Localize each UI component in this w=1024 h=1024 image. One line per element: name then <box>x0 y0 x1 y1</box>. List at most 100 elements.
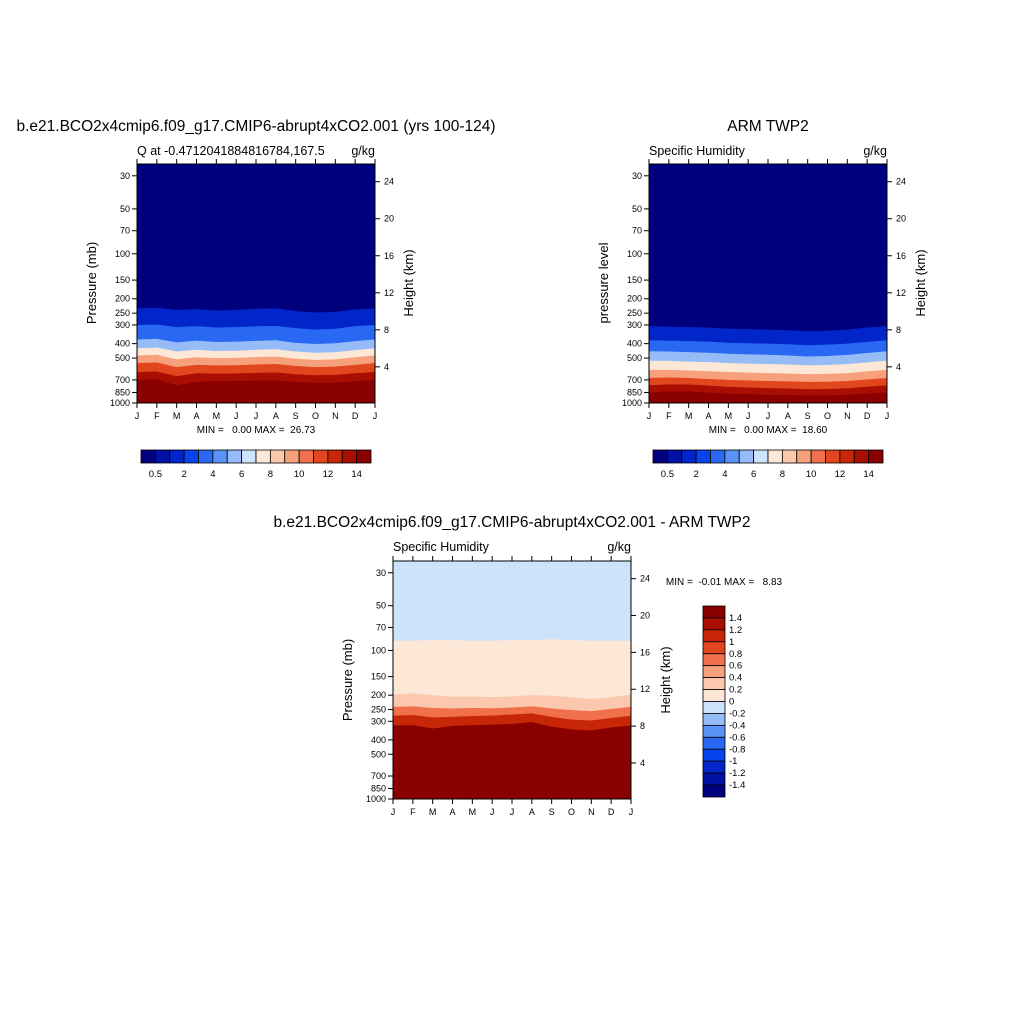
colorbar-label: -0.6 <box>729 732 745 743</box>
y-tick-label: 850 <box>371 784 386 794</box>
colorbar-label: 12 <box>323 469 334 480</box>
x-tick-label: S <box>549 807 555 817</box>
y-tick-label: 30 <box>376 568 386 578</box>
y-tick-label: 700 <box>115 375 130 385</box>
x-tick-label: A <box>273 411 279 421</box>
y-tick-label: 700 <box>371 771 386 781</box>
colorbar-label: 1.2 <box>729 625 742 636</box>
colorbar-swatch <box>796 449 812 464</box>
colorbar-swatch <box>241 449 257 464</box>
colorbar-swatch <box>284 449 300 464</box>
colorbar-swatch <box>781 449 798 464</box>
colorbar-label: 0.5 <box>149 469 162 480</box>
colorbar-swatch <box>169 449 185 464</box>
y-tick-label: 250 <box>371 705 386 715</box>
colorbar-swatch <box>702 736 726 750</box>
colorbar-swatch <box>702 653 726 667</box>
y-tick-label: 250 <box>115 308 130 318</box>
colorbar-swatch <box>853 449 870 464</box>
x-tick-label: N <box>332 411 339 421</box>
x-tick-label: O <box>824 411 831 421</box>
y-tick-label: 400 <box>115 339 130 349</box>
colorbar-label: 2 <box>693 469 698 480</box>
x-tick-label: M <box>685 411 693 421</box>
colorbar-swatch <box>695 449 711 464</box>
panel-obs-subtitle-left: Specific Humidity <box>649 144 746 158</box>
colorbar-label: 0.8 <box>729 649 742 660</box>
colorbar-label: 0.2 <box>729 685 742 696</box>
y-tick-label: 50 <box>376 601 386 611</box>
y-tick-right-label: 4 <box>640 758 645 768</box>
y-tick-right-label: 16 <box>896 251 906 261</box>
panel-model-title: b.e21.BCO2x4cmip6.f09_g17.CMIP6-abrupt4x… <box>16 118 495 135</box>
colorbar-swatch <box>183 449 199 464</box>
colorbar-label: -0.4 <box>729 720 745 731</box>
y-tick-right-label: 12 <box>896 288 906 298</box>
x-tick-label: J <box>647 411 652 421</box>
x-tick-label: O <box>568 807 575 817</box>
y-tick-label: 30 <box>632 171 642 181</box>
y-tick-right-label: 16 <box>640 647 650 657</box>
panel-model-ylabel: Pressure (mb) <box>84 242 99 324</box>
colorbar-swatch <box>702 665 726 679</box>
panel-obs-title: ARM TWP2 <box>727 118 809 135</box>
contour-layer-d-1-4 <box>393 722 631 799</box>
y-tick-label: 500 <box>627 353 642 363</box>
colorbar-swatch <box>255 449 271 464</box>
y-tick-label: 850 <box>115 387 130 397</box>
panel-diff-ylabel: Pressure (mb) <box>340 639 355 721</box>
y-tick-label: 300 <box>371 716 386 726</box>
colorbar-label: 1.4 <box>729 613 742 624</box>
colorbar-swatch <box>702 605 726 619</box>
y-tick-right-label: 12 <box>384 288 394 298</box>
colorbar-swatch <box>269 449 286 464</box>
y-tick-right-label: 20 <box>640 611 650 621</box>
y-tick-right-label: 12 <box>640 684 650 694</box>
panel-model-subtitle-left: Q at -0.4712041884816784,167.5 <box>137 144 325 158</box>
y-tick-right-label: 20 <box>896 214 906 224</box>
panel-diff-ylabel-right: Height (km) <box>658 646 673 713</box>
colorbar-swatch <box>810 449 826 464</box>
x-tick-label: D <box>352 411 359 421</box>
colorbar-label: 8 <box>780 469 785 480</box>
colorbar-swatch <box>212 449 228 464</box>
colorbar-label: -1.2 <box>729 768 745 779</box>
colorbar-label: -1.4 <box>729 780 745 791</box>
y-tick-label: 70 <box>376 622 386 632</box>
panel-diff-title: b.e21.BCO2x4cmip6.f09_g17.CMIP6-abrupt4x… <box>274 514 751 531</box>
colorbar-swatch <box>825 449 841 464</box>
colorbar-swatch <box>702 641 726 655</box>
colorbar-swatch <box>702 713 726 726</box>
x-tick-label: J <box>885 411 890 421</box>
panel-obs-plot-area: J F M A M J J A S O N D J 30 50 70 100 150 200 250 300 400 500… <box>622 159 906 421</box>
colorbar-swatch <box>724 449 740 464</box>
x-tick-label: N <box>844 411 851 421</box>
y-tick-label: 150 <box>371 672 386 682</box>
x-tick-label: S <box>805 411 811 421</box>
x-tick-label: M <box>173 411 181 421</box>
y-tick-label: 200 <box>371 690 386 700</box>
panel-model-minmax: MIN = 0.00 MAX = 26.73 <box>197 425 316 436</box>
y-tick-label: 400 <box>627 339 642 349</box>
x-tick-label: A <box>785 411 791 421</box>
x-tick-label: J <box>510 807 515 817</box>
panel-model-plot-area: J F M A M J J A S O N D J 30 50 70 100 150 200 250 300 400 500… <box>110 159 394 421</box>
y-tick-label: 500 <box>115 353 130 363</box>
panel-diff-subtitle-left: Specific Humidity <box>393 540 490 554</box>
y-tick-label: 850 <box>627 387 642 397</box>
colorbar-swatch <box>702 629 726 643</box>
x-tick-label: J <box>629 807 634 817</box>
x-tick-label: A <box>529 807 535 817</box>
y-tick-right-label: 4 <box>384 362 389 372</box>
y-tick-label: 700 <box>627 375 642 385</box>
panel-obs-colorbar: 0.5 2 4 6 8 10 12 14 <box>652 449 884 480</box>
colorbar-swatch <box>839 449 855 464</box>
colorbar-label: -1 <box>729 756 737 767</box>
y-tick-label: 500 <box>371 749 386 759</box>
panel-obs-minmax: MIN = 0.00 MAX = 18.60 <box>709 425 828 436</box>
x-tick-label: D <box>608 807 615 817</box>
y-tick-label: 300 <box>115 320 130 330</box>
y-tick-label: 70 <box>120 226 130 236</box>
